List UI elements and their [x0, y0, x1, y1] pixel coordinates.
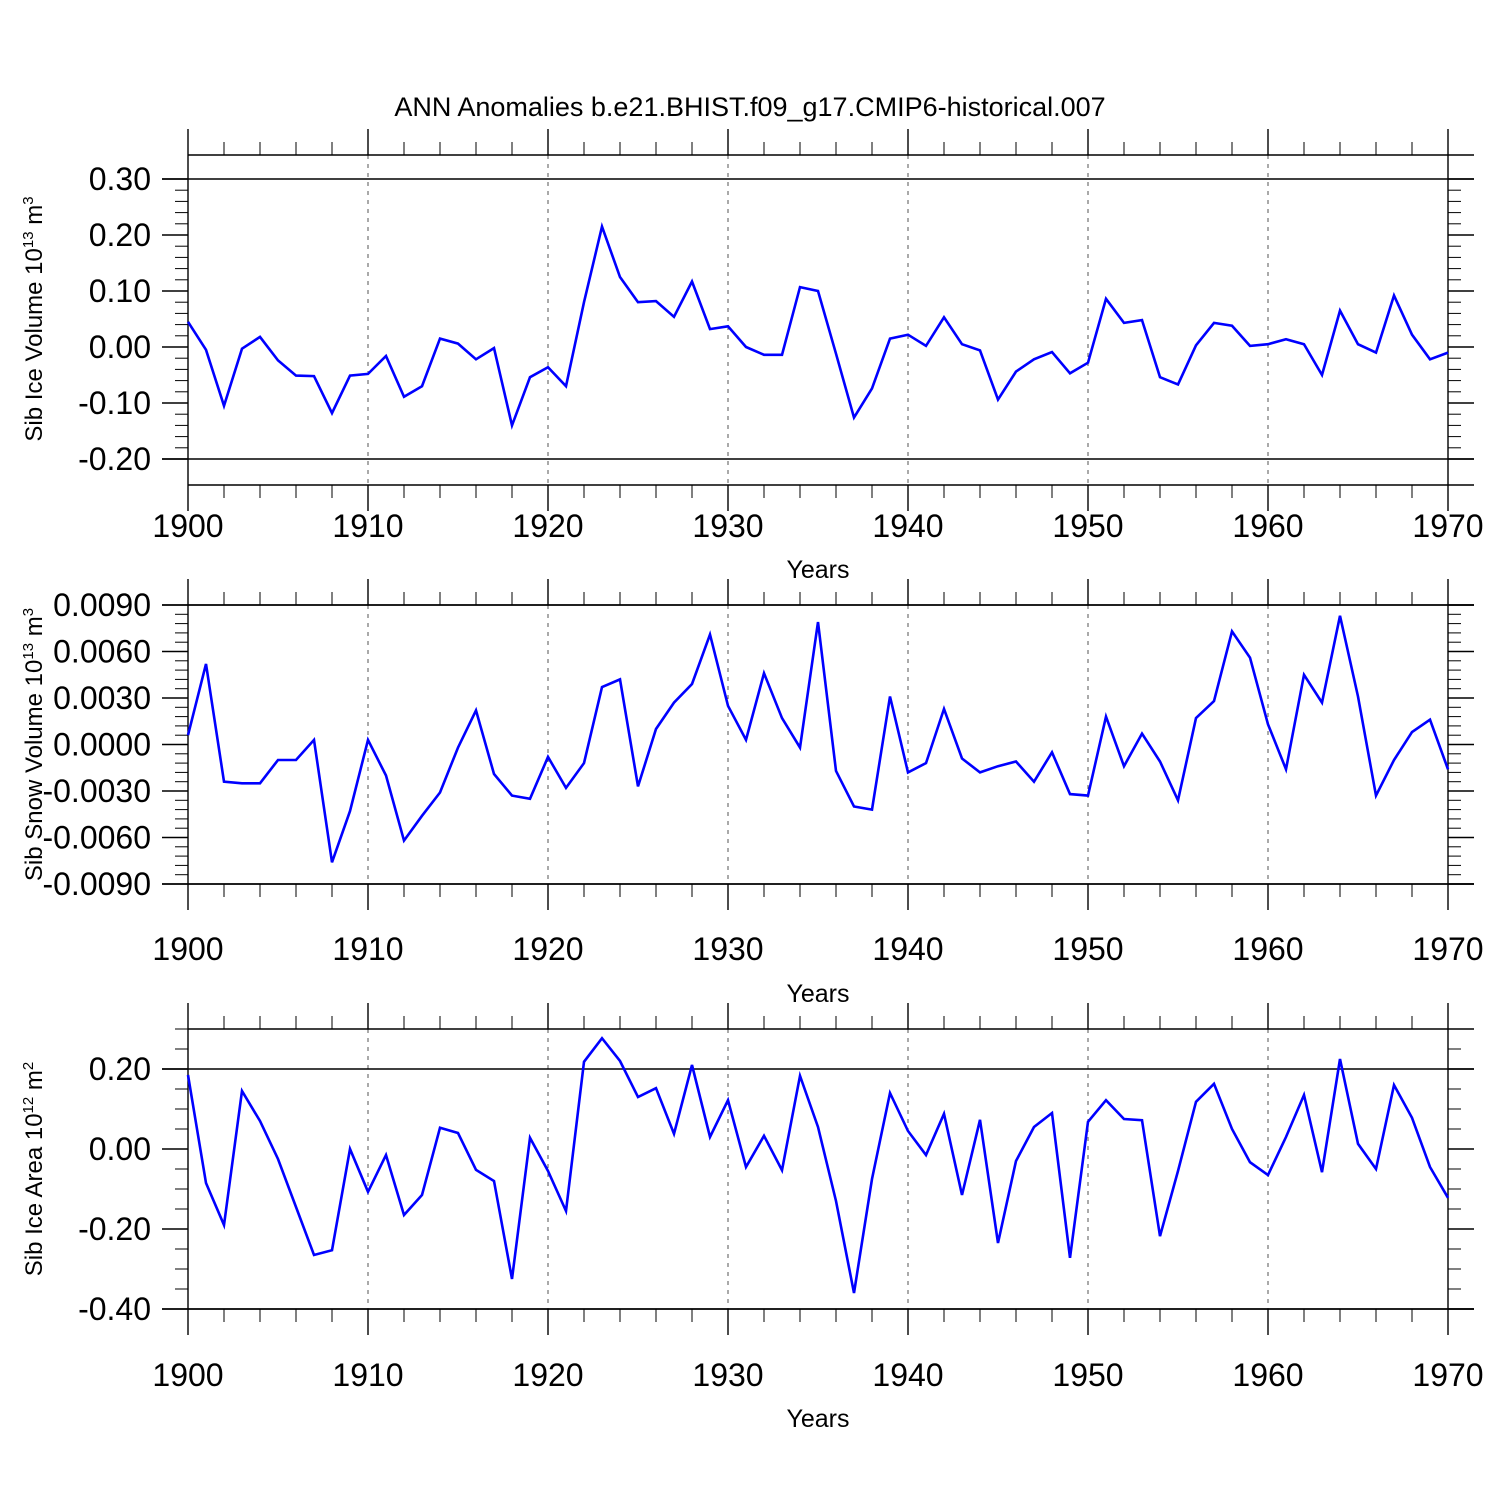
- x-tick-label: 1940: [872, 931, 943, 967]
- y-tick-label: 0.20: [89, 217, 151, 253]
- y-tick-label: -0.0030: [42, 773, 151, 809]
- x-tick-label: 1910: [332, 1357, 403, 1393]
- x-tick-label: 1900: [152, 508, 223, 544]
- y-tick-label: 0.0000: [53, 727, 151, 763]
- panel-sib-ice-area: -0.40 -0.20 0.00 0.20 1900 1910 1920 1930 1940 19…: [20, 1003, 1484, 1433]
- y-tick-label: -0.0090: [42, 866, 151, 902]
- x-tick-label: 1950: [1052, 508, 1123, 544]
- x-tick-label: 1970: [1412, 931, 1483, 967]
- x-tick-label: 1940: [872, 508, 943, 544]
- y-axis-label: Sib Ice Area 1012 m2: [20, 1062, 48, 1276]
- panel-sib-snow-volume: -0.0090 -0.0060 -0.0030 0.0000 0.0030 0.0060 0…: [20, 579, 1484, 1008]
- series-line: [186, 615, 1450, 863]
- y-axis-label: Sib Snow Volume 1013 m3: [20, 608, 48, 881]
- x-tick-label: 1960: [1232, 1357, 1303, 1393]
- y-tick-label: 0.00: [89, 1131, 151, 1167]
- x-tick-label: 1920: [512, 931, 583, 967]
- x-tick-label: 1930: [692, 1357, 763, 1393]
- x-tick-label: 1910: [332, 931, 403, 967]
- y-tick-label: -0.20: [78, 1211, 151, 1247]
- y-tick-label: 0.0030: [53, 680, 151, 716]
- y-tick-label: 0.20: [89, 1051, 151, 1087]
- x-tick-label: 1930: [692, 508, 763, 544]
- y-tick-label: -0.20: [78, 441, 151, 477]
- x-tick-label: 1970: [1412, 508, 1483, 544]
- x-tick-label: 1920: [512, 1357, 583, 1393]
- x-axis-label: Years: [786, 556, 849, 584]
- series-line: [186, 1036, 1450, 1294]
- x-tick-label: 1950: [1052, 1357, 1123, 1393]
- panel-sib-ice-volume: -0.20 -0.10 0.00 0.10 0.20 0.30 1900 1910 1920 19…: [20, 129, 1484, 584]
- x-tick-label: 1920: [512, 508, 583, 544]
- x-tick-label: 1910: [332, 508, 403, 544]
- y-tick-label: 0.0090: [53, 587, 151, 623]
- x-axis-label: Years: [786, 1405, 849, 1433]
- x-tick-label: 1950: [1052, 931, 1123, 967]
- x-tick-label: 1930: [692, 931, 763, 967]
- y-tick-label: 0.10: [89, 273, 151, 309]
- y-tick-label: -0.0060: [42, 820, 151, 856]
- figure-title: ANN Anomalies b.e21.BHIST.f09_g17.CMIP6-…: [394, 92, 1105, 122]
- x-tick-label: 1960: [1232, 508, 1303, 544]
- x-tick-label: 1940: [872, 1357, 943, 1393]
- x-axis-label: Years: [786, 980, 849, 1008]
- series-line: [186, 222, 1449, 430]
- x-tick-label: 1970: [1412, 1357, 1483, 1393]
- y-tick-label: -0.40: [78, 1291, 151, 1327]
- y-tick-label: 0.30: [89, 161, 151, 197]
- y-tick-label: -0.10: [78, 385, 151, 421]
- x-tick-label: 1900: [152, 1357, 223, 1393]
- x-tick-label: 1960: [1232, 931, 1303, 967]
- x-tick-label: 1900: [152, 931, 223, 967]
- y-tick-label: 0.0060: [53, 634, 151, 670]
- y-axis-label: Sib Ice Volume 1013 m3: [20, 196, 48, 441]
- y-tick-label: 0.00: [89, 329, 151, 365]
